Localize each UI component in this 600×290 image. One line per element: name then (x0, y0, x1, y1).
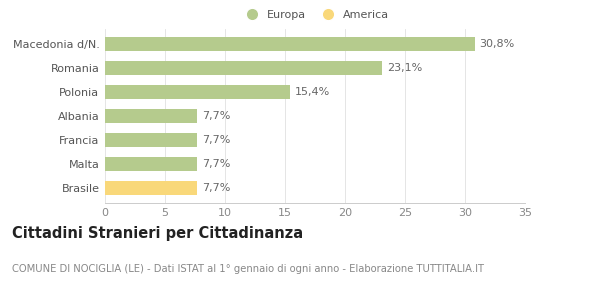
Bar (105, 85, 290, 99)
Bar (105, 181, 197, 195)
Text: COMUNE DI NOCIGLIA (LE) - Dati ISTAT al 1° gennaio di ogni anno - Elaborazione T: COMUNE DI NOCIGLIA (LE) - Dati ISTAT al … (12, 264, 484, 274)
Bar (105, 61, 382, 75)
Bar (105, 109, 197, 123)
Text: 7,7%: 7,7% (202, 111, 230, 121)
Text: 15,4%: 15,4% (295, 87, 330, 97)
Text: 7,7%: 7,7% (202, 159, 230, 169)
Text: 7,7%: 7,7% (202, 135, 230, 145)
Bar (105, 133, 197, 147)
Text: 23,1%: 23,1% (387, 63, 422, 73)
Bar (105, 157, 197, 171)
Text: 30,8%: 30,8% (479, 39, 515, 49)
Text: 7,7%: 7,7% (202, 183, 230, 193)
Legend: Europa, America: Europa, America (241, 10, 389, 20)
Text: Cittadini Stranieri per Cittadinanza: Cittadini Stranieri per Cittadinanza (12, 226, 303, 241)
Bar (105, 37, 475, 51)
